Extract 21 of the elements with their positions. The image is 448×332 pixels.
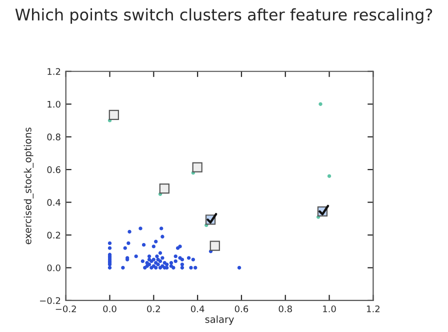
x-axis-title: salary [205,315,234,325]
x-tick-label: −0.2 [56,305,76,312]
x-tick-label: 0.8 [278,305,292,312]
x-tick-label: 0.4 [190,305,204,312]
y-tick-label: 1.0 [48,100,60,108]
x-tick-label: 1.2 [366,305,380,312]
y-tick-label: 0.4 [47,199,60,206]
chart-title: Which points switch clusters after feature rescaling? [15,8,432,24]
y-tick-label: 1.2 [48,68,60,75]
y-tick-label: −0.2 [40,297,60,304]
point [318,102,322,106]
y-tick-label: 0.0 [47,264,60,272]
y-tick-label: 0.2 [47,232,60,239]
point [327,174,332,178]
y-tick-label: 0.6 [47,166,60,174]
x-tick-label: 0.2 [147,305,160,312]
y-axis-title: exercised_stock_options [24,128,34,244]
x-tick-label: 0.6 [234,305,248,312]
y-tick-label: 0.8 [47,134,60,140]
x-tick-label: 0.0 [103,305,116,312]
x-tick-label: 1.0 [323,305,336,312]
